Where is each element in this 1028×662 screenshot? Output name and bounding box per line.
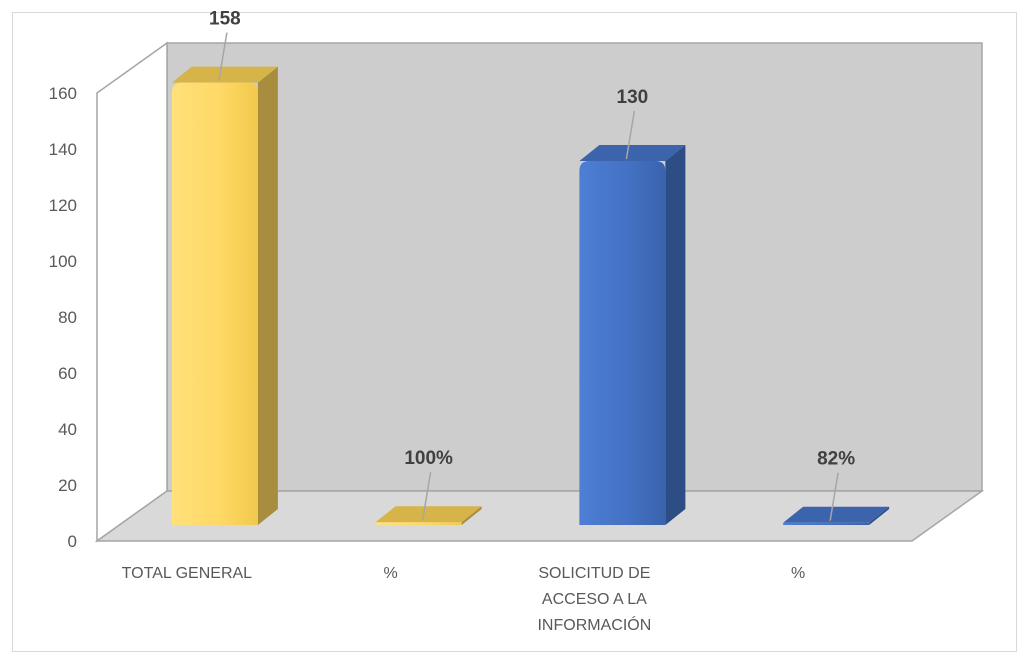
bar-top <box>171 66 278 83</box>
bar-front <box>375 522 462 525</box>
bar <box>171 66 278 525</box>
data-label: 130 <box>617 87 649 108</box>
x-category-label: TOTAL GENERAL <box>122 565 253 582</box>
y-tick-label: 120 <box>49 196 77 215</box>
leader-line <box>829 472 839 521</box>
back-wall <box>166 42 983 492</box>
side-wall <box>96 41 168 543</box>
bar-side <box>869 506 890 525</box>
leader-line <box>218 32 228 81</box>
y-tick-label: 160 <box>49 84 77 103</box>
x-category-label: % <box>791 565 805 582</box>
bar <box>783 506 890 525</box>
bar-side <box>665 145 686 525</box>
bar-top <box>783 506 890 523</box>
bar <box>579 145 686 525</box>
bar-front <box>783 522 870 525</box>
y-tick-label: 80 <box>58 308 77 327</box>
floor <box>94 490 985 542</box>
y-tick-label: 0 <box>68 532 77 551</box>
y-tick-label: 20 <box>58 476 77 495</box>
bar-top <box>375 506 482 523</box>
data-label: 158 <box>209 9 241 30</box>
x-category-label: % <box>384 565 398 582</box>
leader-line <box>625 110 636 160</box>
bar <box>375 506 482 525</box>
data-label: 100% <box>404 448 453 469</box>
bar-front <box>171 82 258 525</box>
y-tick-label: 60 <box>58 364 77 383</box>
bar-side <box>461 506 482 525</box>
bar-front <box>579 161 666 525</box>
x-category-label: SOLICITUD DE ACCESO A LA INFORMACIÓN <box>537 565 651 634</box>
y-tick-label: 100 <box>49 252 77 271</box>
data-label: 82% <box>817 449 855 470</box>
y-tick-label: 40 <box>58 420 77 439</box>
bar-top <box>579 145 686 161</box>
y-tick-label: 140 <box>49 140 77 159</box>
bar-side <box>257 66 278 525</box>
leader-line <box>421 472 432 521</box>
